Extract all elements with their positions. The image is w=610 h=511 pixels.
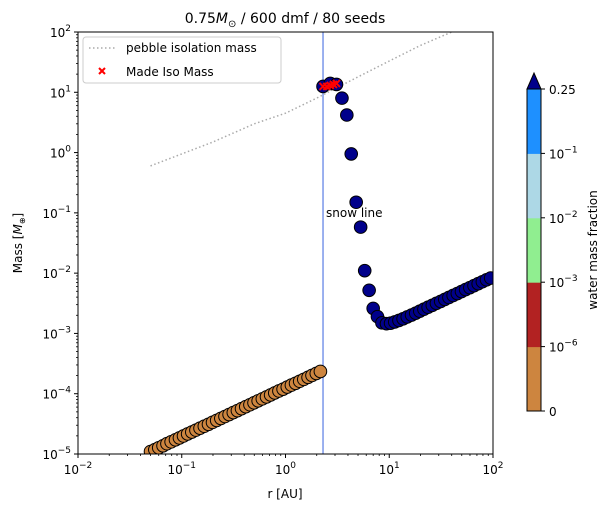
y-tick-label-base: 10	[42, 207, 57, 221]
ylabel-end: ]	[11, 213, 25, 218]
x-tick-label: 10−1	[167, 461, 196, 477]
colorbar-band	[527, 89, 541, 154]
colorbar-tick-label: 0.25	[549, 83, 576, 97]
x-tick-label: 101	[379, 461, 400, 477]
y-tick-label-exp: −4	[58, 386, 72, 396]
y-tick-label-base: 10	[50, 86, 65, 100]
wet-seed-point	[335, 91, 349, 105]
y-tick-label-exp: −1	[58, 205, 71, 215]
colorbar-tick-base: 10	[549, 212, 564, 226]
iso-mass-marker	[332, 79, 341, 88]
colorbar-band	[527, 217, 541, 283]
x-tick-label: 102	[482, 461, 503, 477]
colorbar-tick-base: 10	[549, 341, 564, 355]
colorbar-tick-base: 10	[549, 147, 564, 161]
x-tick-label: 10−2	[64, 461, 93, 477]
dry-seed-point	[313, 364, 328, 379]
colorbar-band	[527, 346, 541, 412]
colorbar-band	[527, 282, 541, 348]
ylabel-text: Mass [	[11, 235, 25, 274]
colorbar-tick-exp: −6	[564, 339, 578, 349]
legend-entry-pebble: pebble isolation mass	[126, 41, 257, 55]
colorbar-tick-label: 10−6	[549, 339, 578, 355]
colorbar-tick-exp: −3	[564, 274, 577, 284]
colorbar-tick-label: 10−2	[549, 210, 578, 226]
x-tick-label-exp: 0	[290, 461, 296, 471]
legend: pebble isolation mass Made Iso Mass	[82, 36, 282, 84]
y-tick-label: 10−3	[42, 325, 71, 341]
snow-line-label: snow line	[326, 206, 382, 220]
y-tick-label-base: 10	[42, 388, 57, 402]
y-tick-label: 10−5	[42, 446, 71, 462]
x-tick-label-exp: 1	[394, 461, 400, 471]
x-tick-label-base: 10	[379, 463, 394, 477]
x-tick-label-base: 10	[167, 463, 182, 477]
colorbar-tick-exp: −1	[564, 145, 577, 155]
y-tick-label: 10−2	[42, 265, 71, 281]
chart-title: 0.75M⊙ / 600 dmf / 80 seeds	[185, 11, 385, 30]
y-tick-label: 10−4	[42, 386, 71, 402]
legend-x-swatch	[98, 67, 106, 75]
wet-seed-point	[483, 271, 493, 285]
y-tick-label-base: 10	[42, 448, 57, 462]
y-tick-label-exp: 0	[65, 145, 71, 155]
colorbar-extend-arrow	[526, 71, 542, 90]
title-suffix: / 600 dmf / 80 seeds	[236, 11, 385, 27]
wet-seed-point	[344, 147, 359, 161]
y-tick-label-base: 10	[42, 267, 57, 281]
wet-seed-point	[340, 108, 354, 122]
colorbar-band	[527, 153, 541, 219]
x-tick-label: 100	[275, 461, 296, 477]
x-tick-label-exp: −2	[79, 461, 92, 471]
y-tick-label: 100	[50, 145, 71, 161]
title-prefix: 0.75	[185, 11, 216, 27]
y-tick-label-exp: −2	[58, 265, 71, 275]
y-tick-label: 10−1	[42, 205, 71, 221]
x-axis-label: r [AU]	[267, 487, 302, 501]
x-tick-label-base: 10	[482, 463, 497, 477]
colorbar-tick-exp: −2	[564, 210, 577, 220]
y-axis-label: Mass [M⊕]	[11, 213, 27, 273]
x-tick-label-exp: −1	[183, 461, 196, 471]
legend-entry-iso: Made Iso Mass	[126, 65, 214, 79]
colorbar-tick-label: 10−1	[549, 145, 578, 161]
title-sub: ⊙	[228, 19, 236, 30]
legend-box	[82, 36, 282, 84]
y-tick-label-base: 10	[50, 147, 65, 161]
ylabel-sub: ⊕	[18, 217, 27, 224]
wet-seed-point	[353, 220, 368, 234]
iso-marker-layer	[318, 79, 341, 91]
wet-seed-point	[357, 263, 372, 278]
y-tick-label-exp: 1	[65, 84, 71, 94]
title-symbol: M	[216, 11, 228, 27]
colorbar-tick-base: 10	[549, 276, 564, 290]
y-tick-label-base: 10	[50, 26, 65, 40]
x-tick-label-base: 10	[275, 463, 290, 477]
colorbar-tick-label: 10−3	[549, 274, 578, 290]
iso-mass-marker-stroke	[332, 79, 341, 88]
colorbar-tick-label: 0	[549, 405, 557, 419]
wet-seed-point	[362, 283, 376, 298]
wet-seed-point	[349, 195, 363, 210]
y-tick-label-base: 10	[42, 327, 57, 341]
x-tick-label-exp: 2	[498, 461, 504, 471]
y-tick-label: 101	[50, 84, 71, 100]
ylabel-symbol: M	[11, 224, 25, 235]
colorbar-frame	[526, 88, 542, 412]
points-layer	[143, 76, 493, 454]
tick-layer: 10−2 10−1 100 101 10210−510−410−310−210−1100…	[42, 24, 503, 477]
y-tick-label: 102	[50, 24, 71, 40]
y-tick-label-exp: 2	[65, 24, 71, 34]
y-tick-label-exp: −5	[58, 446, 71, 456]
colorbar-label: water mass fraction	[586, 190, 600, 309]
y-tick-label-exp: −3	[58, 325, 71, 335]
colorbar: 010−610−310−210−10.25	[526, 71, 578, 419]
x-tick-label-base: 10	[64, 463, 79, 477]
